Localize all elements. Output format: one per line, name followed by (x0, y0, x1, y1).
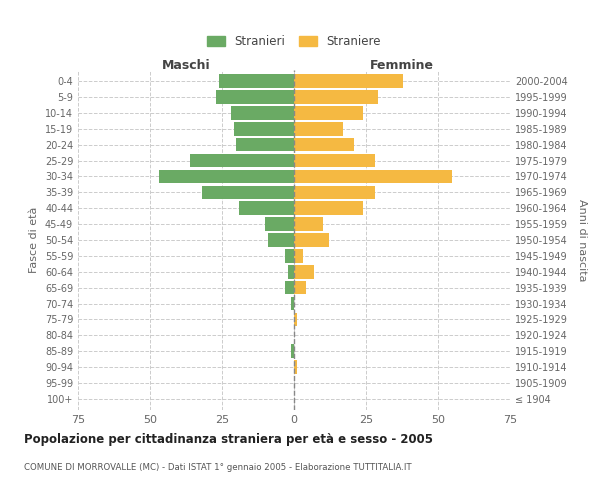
Bar (265, 218, 294, 231)
Bar (239, 202, 294, 215)
Bar (294, 218, 323, 231)
Bar (294, 360, 297, 374)
Bar (236, 138, 294, 151)
Bar (294, 233, 329, 247)
Bar (288, 265, 294, 278)
Bar (294, 312, 297, 326)
Bar (294, 265, 314, 278)
Bar (294, 106, 363, 120)
Bar (294, 281, 305, 294)
Bar (294, 154, 374, 168)
Bar (286, 281, 294, 294)
Bar (294, 90, 377, 104)
Bar (294, 202, 363, 215)
Text: COMUNE DI MORROVALLE (MC) - Dati ISTAT 1° gennaio 2005 - Elaborazione TUTTITALIA: COMUNE DI MORROVALLE (MC) - Dati ISTAT 1… (24, 462, 412, 471)
Bar (233, 122, 294, 136)
Bar (219, 74, 294, 88)
Bar (230, 106, 294, 120)
Bar (190, 154, 294, 168)
Bar (286, 249, 294, 262)
Text: Maschi: Maschi (161, 58, 211, 71)
Bar (294, 186, 374, 199)
Bar (158, 170, 294, 183)
Bar (216, 90, 294, 104)
Bar (202, 186, 294, 199)
Y-axis label: Fasce di età: Fasce di età (29, 207, 39, 273)
Bar (291, 344, 294, 358)
Y-axis label: Anni di nascita: Anni di nascita (577, 198, 587, 281)
Bar (294, 74, 403, 88)
Bar (268, 233, 294, 247)
Text: Popolazione per cittadinanza straniera per età e sesso - 2005: Popolazione per cittadinanza straniera p… (24, 432, 433, 446)
Bar (294, 138, 355, 151)
Bar (294, 122, 343, 136)
Legend: Stranieri, Straniere: Stranieri, Straniere (203, 32, 385, 52)
Text: Femmine: Femmine (370, 58, 434, 71)
Bar (294, 249, 302, 262)
Bar (294, 170, 452, 183)
Bar (291, 297, 294, 310)
